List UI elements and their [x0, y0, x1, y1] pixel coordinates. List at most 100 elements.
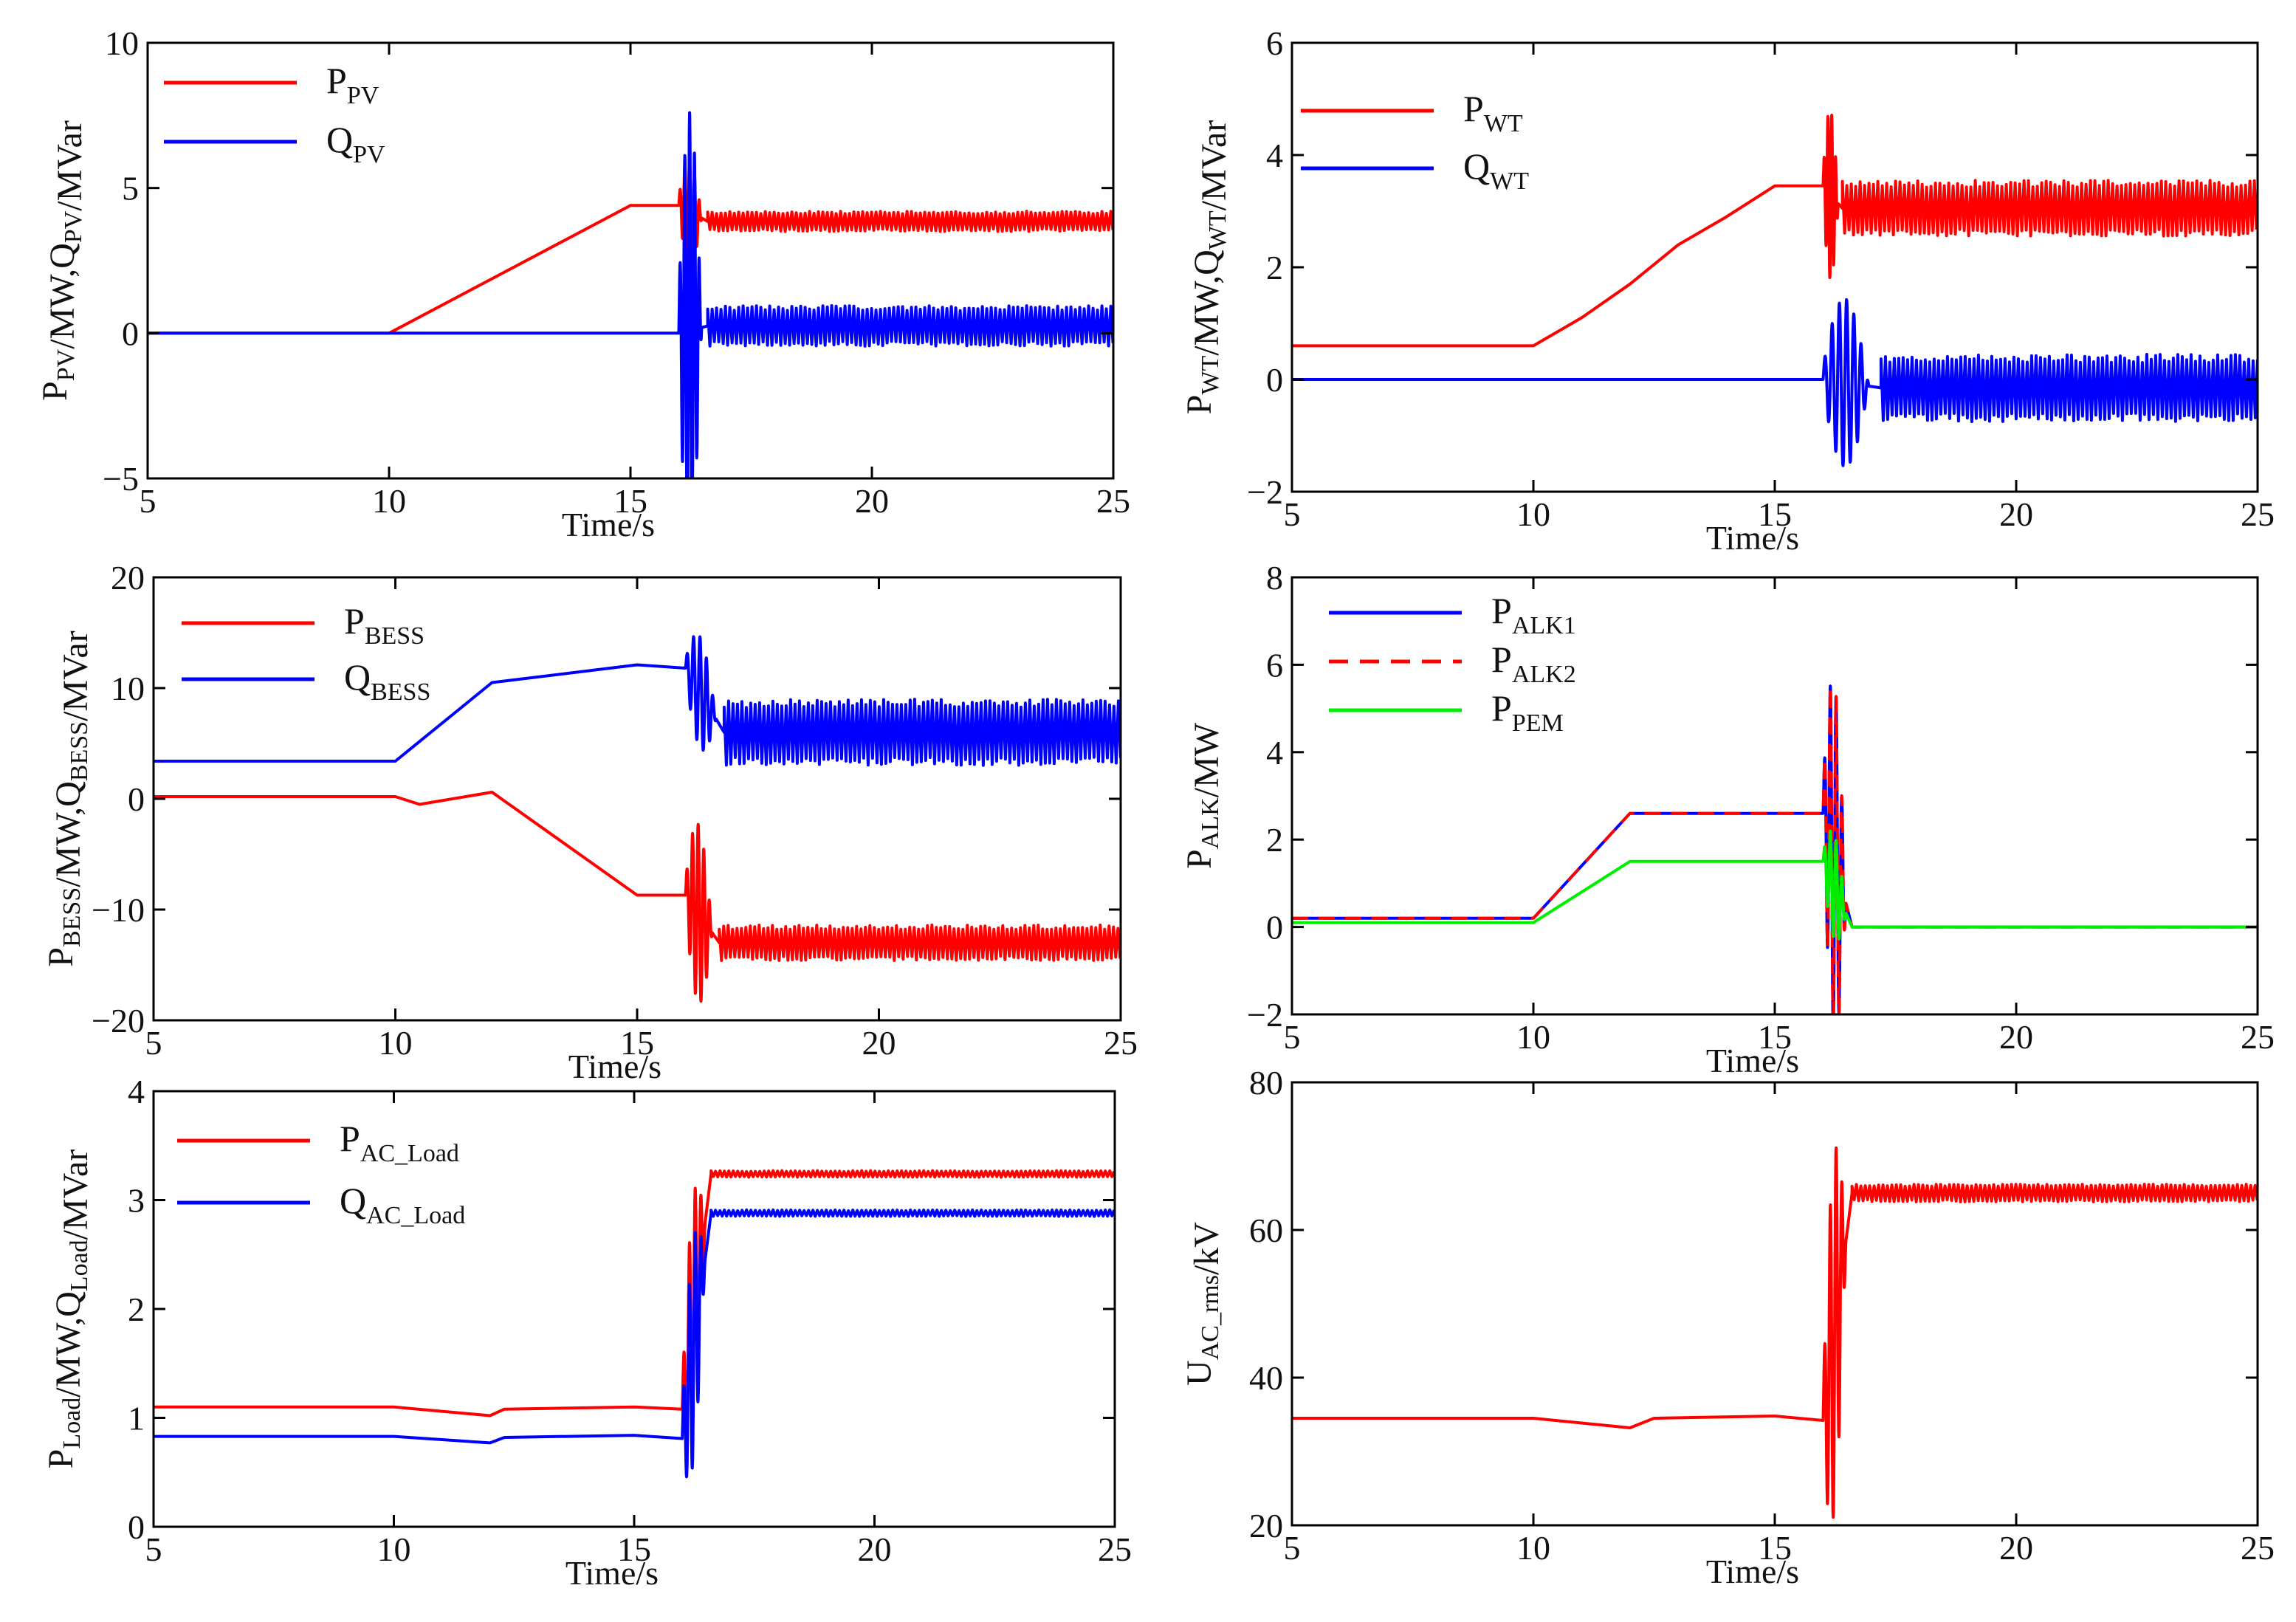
x-tick-label: 25: [2241, 495, 2275, 533]
x-tick-label: 20: [1999, 1529, 2033, 1567]
y-tick-label: 0: [1266, 909, 1283, 946]
y-tick-label: 60: [1249, 1212, 1283, 1249]
series-line-Q_WT: [1292, 298, 2258, 467]
y-tick-label: 80: [1249, 1064, 1283, 1102]
y-axis-label: PBESS/MW,QBESS/MVar: [41, 630, 95, 966]
chart-load: 5 10 15 20 25 0 1 2 3 4 Time/s PLoad/MW,QLoad/MVar P…: [41, 1073, 1132, 1592]
plot-area-pv: [148, 111, 1113, 478]
x-tick-label: 10: [1516, 495, 1550, 533]
x-tick-label: 20: [862, 1024, 896, 1062]
chart-alk: 5 10 15 20 25 −2 0 2 4 6 8 Time/s PALK/MW PALK1PALK2P…: [1180, 559, 2275, 1079]
x-tick-label: 25: [2241, 1018, 2275, 1056]
y-tick-label: 8: [1266, 559, 1283, 597]
legend-label: PPV: [326, 60, 379, 109]
y-tick-label: 4: [128, 1073, 145, 1110]
y-tick-label: 0: [1266, 361, 1283, 399]
plot-area-wt: [1292, 114, 2258, 467]
series-line-P_PEM: [1292, 829, 2258, 941]
y-tick-label: −10: [92, 891, 145, 929]
y-axis-label: PLoad/MW,QLoad/MVar: [41, 1150, 95, 1469]
x-tick-label: 15: [1758, 495, 1792, 533]
y-tick-label: 2: [128, 1291, 145, 1328]
legend-label: PAC_Load: [340, 1118, 459, 1167]
series-line-P_ALK1: [1292, 684, 2258, 1014]
legend-label: QPV: [326, 119, 385, 168]
x-axis-label: Time/s: [566, 1554, 659, 1592]
y-tick-label: 0: [128, 780, 145, 818]
axes-box-wt: [1290, 41, 2259, 493]
legend-label: QAC_Load: [340, 1180, 465, 1229]
x-axis-label: Time/s: [562, 506, 655, 543]
y-tick-label: 3: [128, 1182, 145, 1220]
x-tick-label: 20: [1999, 1018, 2033, 1056]
x-tick-label: 20: [855, 482, 889, 520]
x-tick-label: 10: [379, 1024, 413, 1062]
y-tick-label: 20: [111, 559, 145, 597]
series-line-P_AC_Load: [154, 1169, 1115, 1455]
chart-pv: 5 10 15 20 25 −5 0 5 10 Time/s PPV/MW,QPV/MVar PPV Q…: [35, 24, 1130, 543]
series-line-P_BESS: [154, 791, 1121, 1003]
y-tick-label: 0: [128, 1508, 145, 1546]
y-tick-label: −20: [92, 1002, 145, 1039]
series-line-U_AC_rms: [1292, 1146, 2258, 1519]
x-axis-label: Time/s: [1706, 1553, 1799, 1590]
legend-pv: PPV QPV: [164, 60, 385, 168]
x-tick-label: 10: [1516, 1018, 1550, 1056]
x-tick-label: 25: [1096, 482, 1130, 520]
x-tick-label: 15: [613, 482, 647, 520]
x-tick-label: 5: [145, 1024, 162, 1062]
y-tick-label: 6: [1266, 646, 1283, 684]
x-tick-label: 25: [1104, 1024, 1138, 1062]
chart-bess: 5 10 15 20 25 −20 −10 0 10 20 Time/s PBESS/MW,QBESS…: [41, 559, 1138, 1085]
x-tick-label: 5: [1284, 1529, 1301, 1567]
y-tick-label: −2: [1247, 996, 1283, 1034]
plot-area-uac: [1292, 1146, 2258, 1519]
legend-label: PALK1: [1491, 590, 1576, 639]
plot-area-load: [154, 1169, 1115, 1479]
plot-area-alk: [1292, 684, 2258, 1014]
y-tick-label: 10: [105, 24, 139, 62]
x-tick-label: 10: [377, 1530, 411, 1568]
legend-wt: PWT QWT: [1301, 88, 1529, 195]
x-tick-label: 15: [620, 1024, 654, 1062]
plot-area-bess: [154, 635, 1121, 1003]
x-axis-label: Time/s: [1706, 1042, 1799, 1079]
x-tick-label: 5: [145, 1530, 162, 1568]
legend-label: PWT: [1463, 88, 1523, 137]
legend-label: QWT: [1463, 145, 1529, 195]
y-tick-label: 10: [111, 670, 145, 707]
x-tick-label: 10: [372, 482, 406, 520]
legend-label: PALK2: [1491, 639, 1576, 688]
x-tick-label: 15: [1758, 1529, 1792, 1567]
y-tick-label: 5: [122, 170, 139, 207]
y-axis-label: UAC_rms/kV: [1180, 1222, 1226, 1386]
x-tick-label: 5: [1284, 1018, 1301, 1056]
chart-wt: 5 10 15 20 25 −2 0 2 4 6 Time/s PWT/MW,QWT/MVar PWT Q…: [1180, 24, 2275, 557]
y-axis-label: PPV/MW,QPV/MVar: [35, 120, 89, 401]
legend-load: PAC_Load QAC_Load: [177, 1118, 465, 1229]
axes-box-uac: [1290, 1081, 2259, 1527]
x-tick-label: 5: [140, 482, 157, 520]
x-tick-label: 25: [1098, 1530, 1132, 1568]
x-tick-label: 10: [1516, 1529, 1550, 1567]
legend-label: PPEM: [1491, 687, 1564, 737]
y-tick-label: 4: [1266, 734, 1283, 772]
y-tick-label: 2: [1266, 249, 1283, 286]
legend-bess: PBESS QBESS: [182, 600, 430, 706]
y-tick-label: 1: [128, 1400, 145, 1437]
series-line-Q_BESS: [154, 635, 1121, 767]
x-tick-label: 20: [1999, 495, 2033, 533]
y-tick-label: 4: [1266, 137, 1283, 174]
x-tick-label: 5: [1284, 495, 1301, 533]
x-axis-label: Time/s: [1706, 519, 1799, 557]
y-tick-label: 2: [1266, 821, 1283, 859]
series-line-Q_PV: [148, 111, 1113, 478]
legend-label: PBESS: [344, 600, 425, 650]
y-axis-label: PALK/MW: [1180, 722, 1226, 869]
x-axis-label: Time/s: [568, 1048, 661, 1085]
series-line-Q_AC_Load: [154, 1208, 1115, 1479]
chart-uac: 5 10 15 20 25 20 40 60 80 Time/s UAC_rms/kV: [1180, 1064, 2275, 1590]
y-tick-label: 6: [1266, 24, 1283, 62]
